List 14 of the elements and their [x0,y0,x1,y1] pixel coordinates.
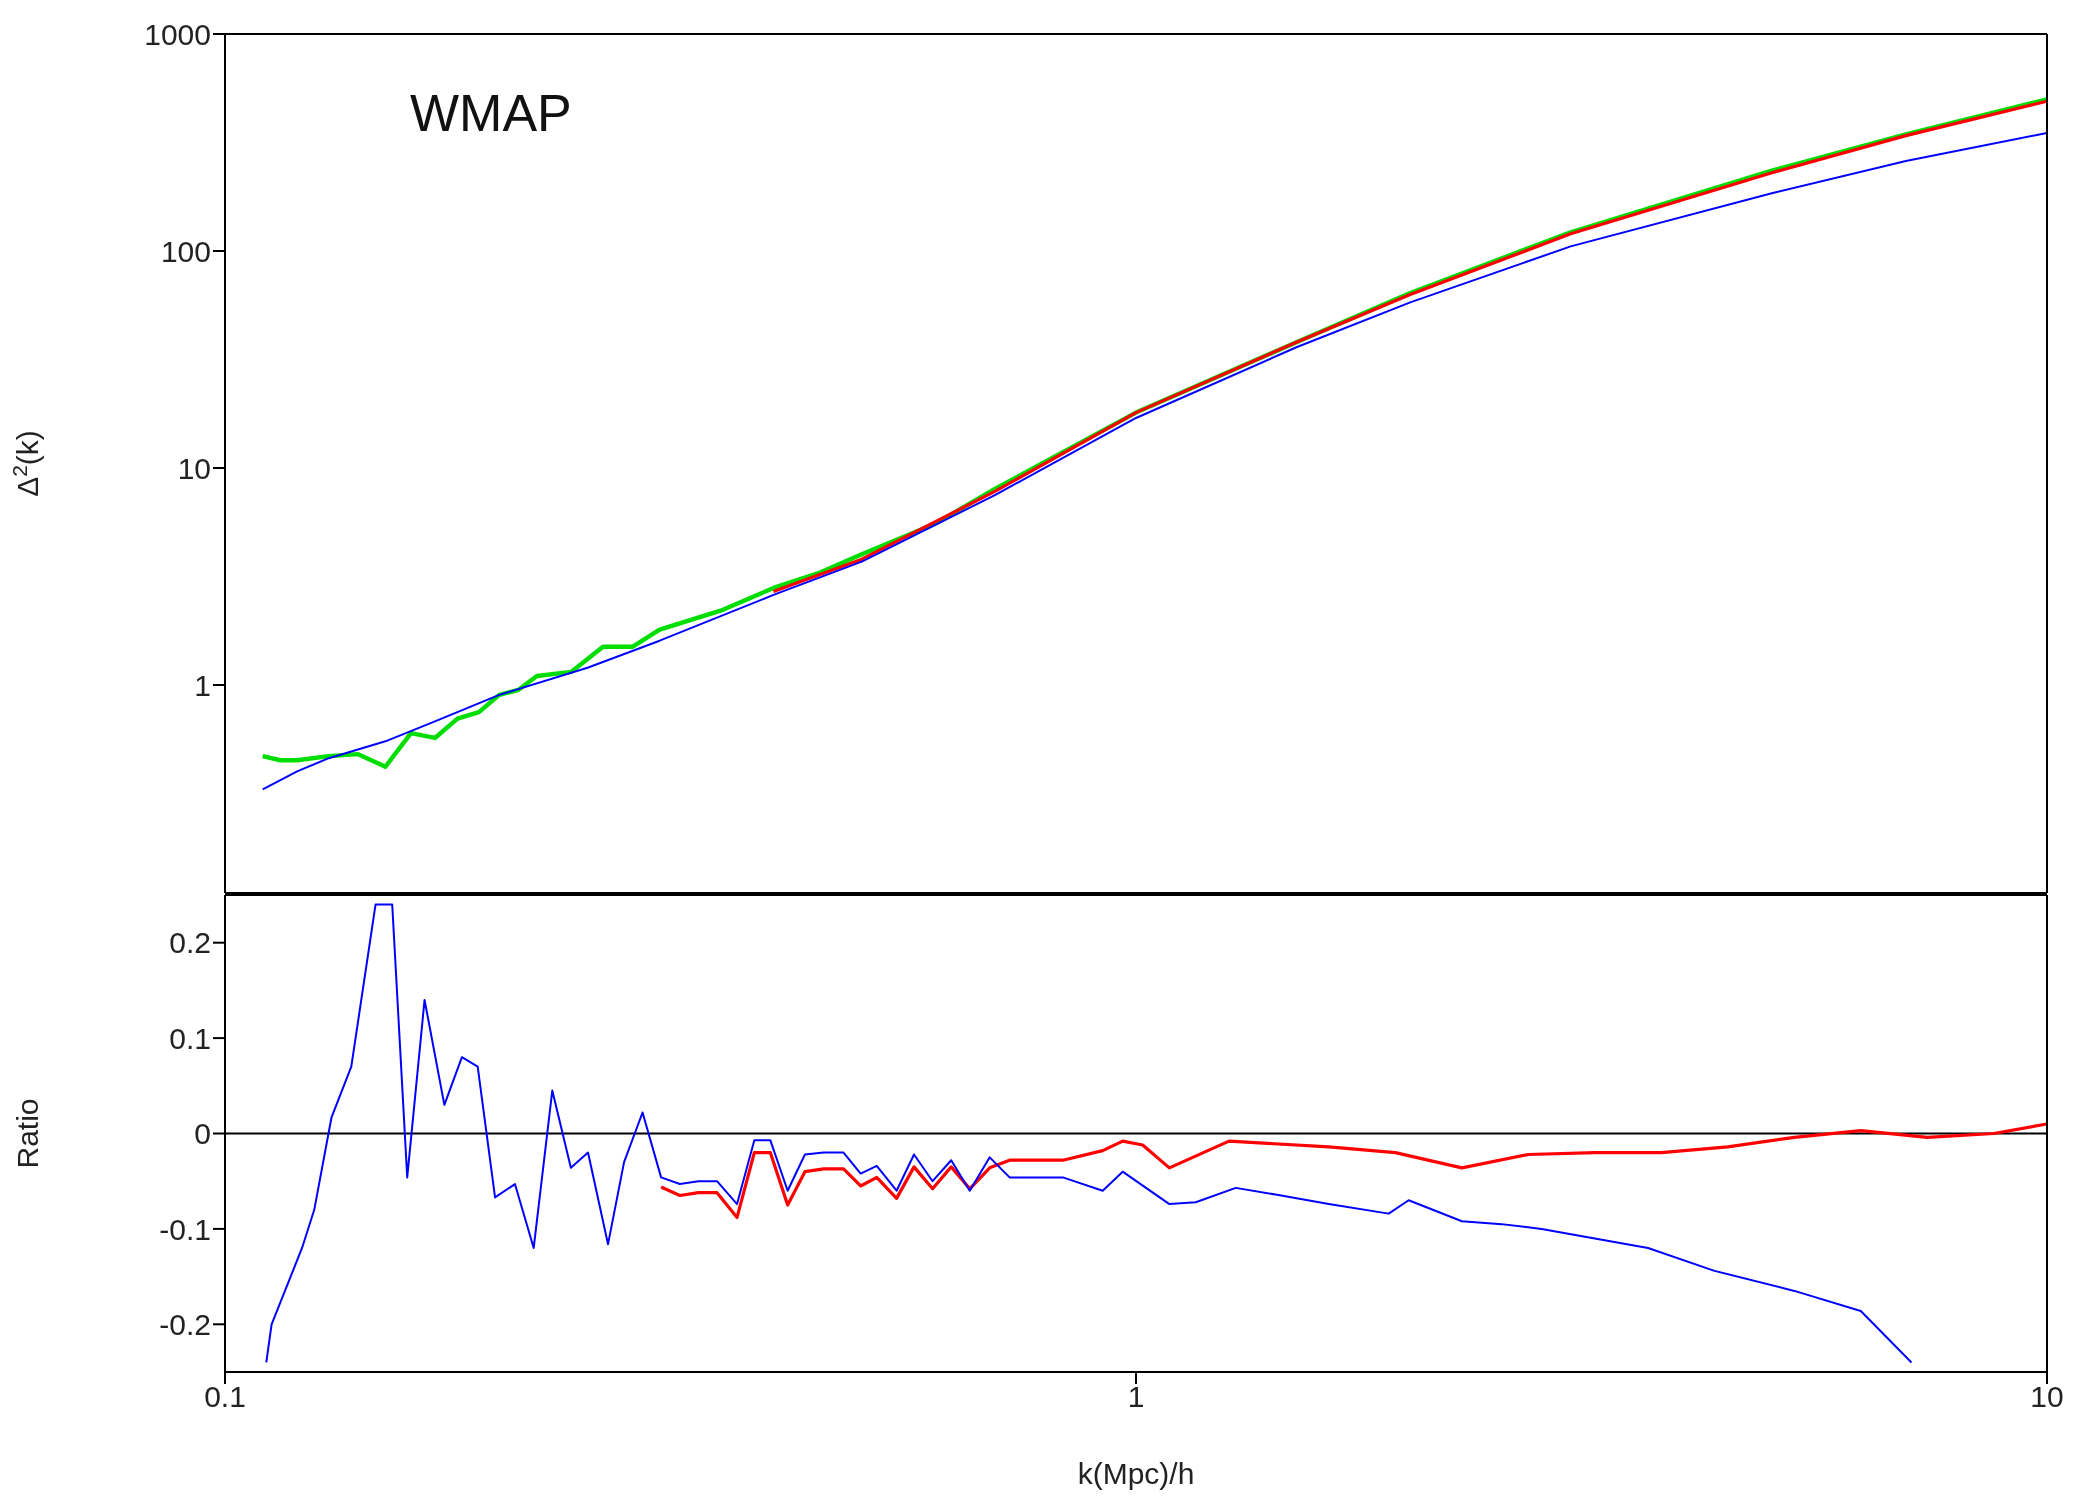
y-tick-label: 10 [177,451,211,485]
annotation: WMAP [410,83,572,143]
y-tick-label: 0 [194,1117,211,1151]
x-tick-label: 1 [1127,1380,1145,1414]
y-axis-title: Ratio [11,1098,44,1169]
y-tick-label: -0.1 [159,1212,211,1246]
y-tick-label: 0.2 [169,926,211,960]
y-tick-label: -0.2 [159,1307,211,1341]
y-tick-label: 0.1 [169,1021,211,1055]
x-tick-label: 10 [2030,1380,2064,1414]
y-tick-label: 1 [194,668,211,702]
y-tick-label: 100 [160,234,211,268]
x-axis-title: k(Mpc)/h [1077,1457,1195,1490]
y-tick-label: 1000 [144,17,211,51]
